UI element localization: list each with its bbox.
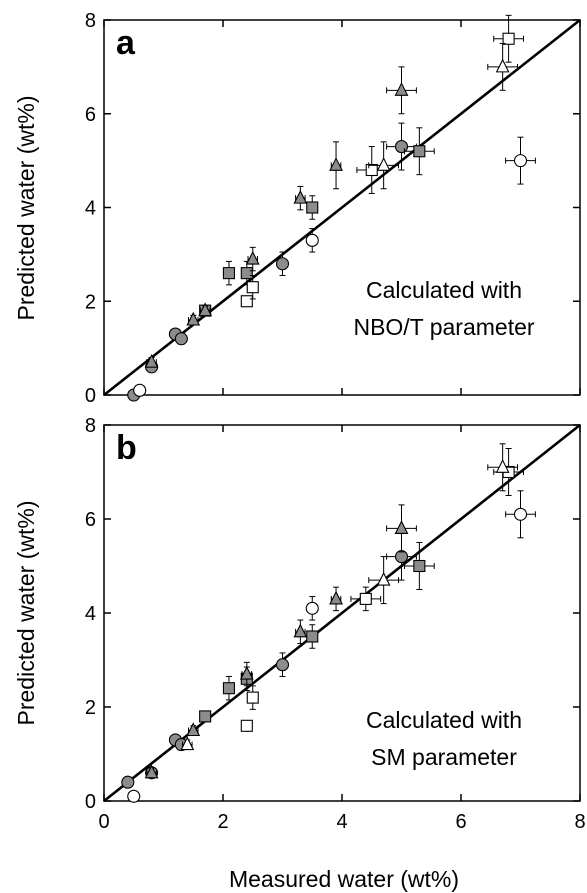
- x-tick-label: 6: [455, 811, 466, 833]
- data-point-square: [365, 163, 378, 177]
- x-tick-label: 4: [336, 811, 347, 833]
- data-point-square: [199, 710, 212, 723]
- data-point-triangle: [186, 722, 201, 737]
- data-point-circle: [275, 257, 290, 271]
- y-tick-label: 8: [85, 10, 96, 32]
- data-point-circle: [133, 383, 147, 397]
- data-point-triangle: [329, 590, 343, 605]
- annotation-line: Calculated with: [366, 707, 522, 733]
- panel-a: 0 2 4 6 8 Predicted water (wt%) a Calculated wi…: [13, 10, 581, 407]
- series-circle-open: [133, 136, 536, 397]
- data-point-triangle: [186, 311, 201, 326]
- y-axis-title: Predicted water (wt%): [13, 96, 39, 321]
- x-tick-label: 8: [574, 811, 585, 833]
- data-point-square: [359, 592, 372, 605]
- data-point-triangle: [239, 665, 254, 680]
- y-tick-label: 0: [85, 385, 96, 407]
- y-tick-label: 2: [85, 291, 96, 313]
- data-point-triangle: [376, 157, 391, 171]
- panel-label: a: [116, 24, 136, 62]
- data-point-square: [246, 281, 259, 294]
- y-tick-label: 2: [85, 697, 96, 719]
- data-point-square: [240, 295, 253, 308]
- series-triangle-open: [180, 443, 519, 751]
- x-axis-title: Measured water (wt%): [229, 866, 459, 892]
- data-point-triangle: [180, 736, 195, 751]
- data-point-square: [413, 559, 426, 573]
- data-point-triangle: [245, 250, 260, 265]
- annotation-line: SM parameter: [371, 744, 517, 770]
- data-point-circle: [513, 154, 528, 168]
- data-point-triangle: [329, 157, 343, 171]
- y-tick-label: 6: [85, 509, 96, 531]
- data-point-circle: [127, 789, 141, 803]
- y-tick-label: 0: [85, 791, 96, 813]
- data-point-square: [306, 630, 319, 643]
- data-point-square: [306, 201, 319, 214]
- data-point-triangle: [293, 189, 308, 204]
- data-point-circle: [121, 775, 135, 789]
- data-point-square: [222, 267, 235, 280]
- series-square-open: [240, 14, 524, 308]
- data-point-triangle: [293, 623, 308, 638]
- data-point-square: [240, 719, 253, 732]
- data-point-triangle: [376, 571, 391, 586]
- data-point-circle: [513, 507, 528, 521]
- y-tick-label: 8: [85, 415, 96, 437]
- series-circle-open: [127, 490, 536, 803]
- data-point-circle: [305, 601, 319, 615]
- series-triangle-filled: [144, 66, 417, 368]
- y-tick-label: 6: [85, 104, 96, 126]
- data-point-square: [246, 691, 259, 704]
- panel-label: b: [116, 429, 137, 467]
- data-point-circle: [174, 332, 188, 346]
- series-square-open: [240, 448, 524, 732]
- x-tick-label: 0: [98, 811, 109, 833]
- annotation-line: Calculated with: [366, 277, 522, 303]
- series-triangle-open: [368, 42, 519, 190]
- one-to-one-line: [103, 18, 581, 397]
- data-point-triangle: [394, 520, 409, 534]
- y-axis-title: Predicted water (wt%): [13, 501, 39, 726]
- data-point-triangle: [394, 82, 409, 96]
- data-point-triangle: [144, 764, 159, 779]
- data-point-circle: [275, 658, 290, 672]
- data-point-square: [222, 682, 235, 695]
- one-to-one-line: [103, 423, 581, 803]
- y-tick-label: 4: [85, 198, 96, 220]
- y-tick-label: 4: [85, 603, 96, 625]
- data-point-square: [413, 145, 426, 158]
- data-point-circle: [305, 233, 319, 247]
- data-point-square: [502, 32, 515, 45]
- panel-b: 0 2 4 6 8 0 2 4 6 8 Predicted water (wt%) b Calculat…: [13, 415, 586, 833]
- data-point-triangle: [144, 353, 159, 368]
- series-triangle-filled: [144, 504, 417, 779]
- data-point-triangle: [495, 459, 510, 473]
- data-point-triangle: [495, 58, 510, 73]
- data-point-square: [240, 267, 253, 280]
- annotation-line: NBO/T parameter: [353, 314, 534, 340]
- x-tick-label: 2: [217, 811, 228, 833]
- data-point-triangle: [198, 302, 213, 317]
